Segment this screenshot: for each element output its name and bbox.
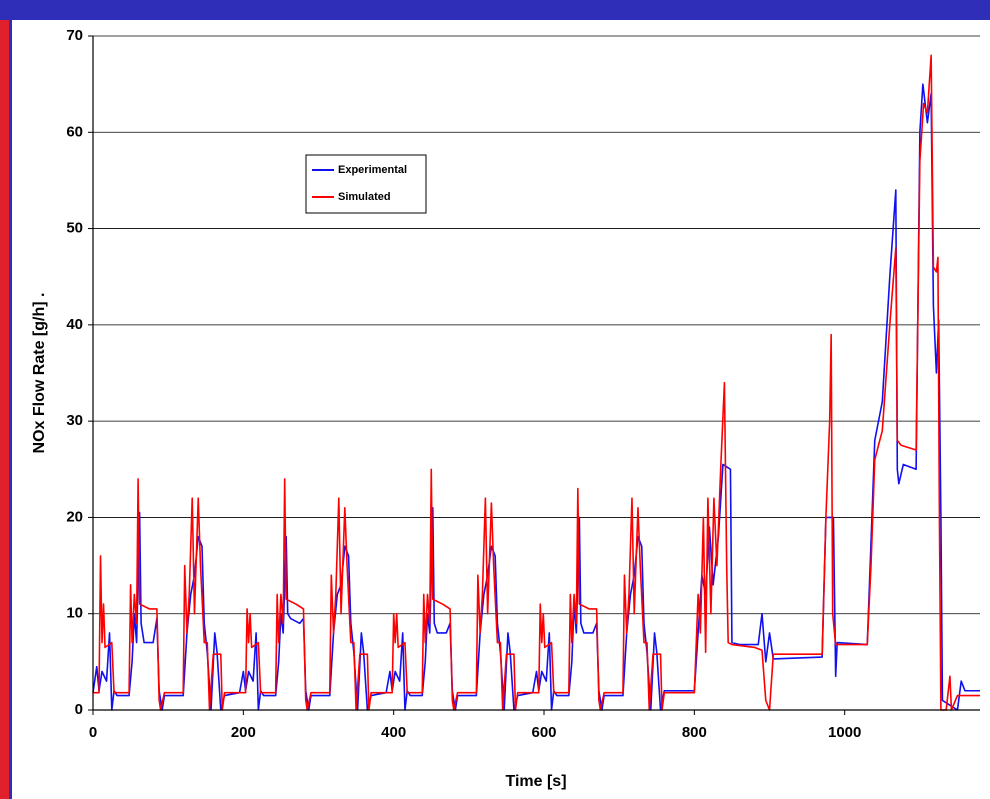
- legend: Experimental Simulated: [305, 154, 427, 214]
- series-line: [92, 83, 980, 711]
- legend-label: Experimental: [338, 164, 407, 176]
- y-tick-label: 0: [75, 701, 83, 718]
- y-axis-title: NOx Flow Rate [g/h] .: [31, 293, 48, 454]
- legend-box: [305, 154, 427, 214]
- plot-lines: [92, 54, 980, 711]
- grid: [88, 35, 980, 715]
- x-tick-label: 600: [532, 724, 557, 741]
- y-tick-label: 20: [66, 508, 83, 525]
- y-tick-label: 10: [66, 605, 83, 622]
- y-tick-label: 50: [66, 220, 83, 237]
- series-line: [93, 54, 980, 711]
- x-tick-label: 800: [682, 724, 707, 741]
- y-tick-label: 40: [66, 316, 83, 333]
- x-tick-label: 0: [89, 724, 97, 741]
- x-tick-label: 200: [231, 724, 256, 741]
- x-tick-label: 400: [381, 724, 406, 741]
- y-tick-label: 30: [66, 412, 83, 429]
- x-axis-title: Time [s]: [505, 773, 566, 790]
- top-band: [0, 0, 990, 20]
- left-edge: [9, 20, 12, 799]
- y-tick-label: 60: [66, 123, 83, 140]
- left-band: [0, 20, 9, 799]
- y-tick-label: 70: [66, 27, 83, 44]
- legend-label: Simulated: [338, 191, 391, 203]
- x-tick-label: 1000: [828, 724, 861, 741]
